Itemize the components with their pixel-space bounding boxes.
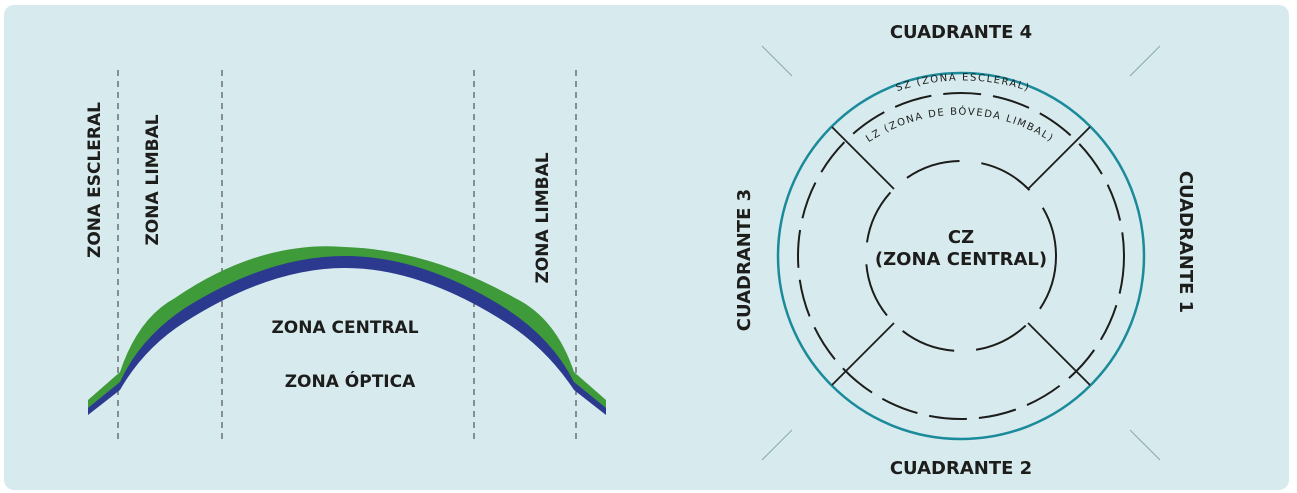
limbal-ring <box>797 92 1125 420</box>
divider-bl <box>831 322 895 386</box>
label-cuadrante-3: CUADRANTE 3 <box>734 189 755 331</box>
lens-green-layer <box>88 246 606 414</box>
label-cuadrante-4: CUADRANTE 4 <box>890 22 1032 43</box>
label-cz-sub: (ZONA CENTRAL) <box>875 249 1047 270</box>
lens-blue-layer <box>88 256 606 415</box>
divider-tr <box>1027 126 1091 190</box>
label-zona-optica: ZONA ÓPTICA <box>285 370 416 392</box>
label-cuadrante-2: CUADRANTE 2 <box>890 458 1032 479</box>
label-cz: CZ <box>948 227 974 248</box>
diagonal-tick-br <box>1129 429 1161 461</box>
quadrant-map: SZ (ZONA ESCLERAL) LZ (ZONA DE BÓVEDA LI… <box>734 22 1196 479</box>
diagonal-tick-tl <box>761 45 793 77</box>
divider-br <box>1027 322 1091 386</box>
label-zona-limbal-left: ZONA LIMBAL <box>143 114 163 245</box>
diagram-panel <box>4 5 1289 490</box>
label-zona-limbal-right: ZONA LIMBAL <box>533 152 553 283</box>
outer-ring <box>776 71 1146 441</box>
label-cuadrante-1: CUADRANTE 1 <box>1175 171 1196 313</box>
label-lz: LZ (ZONA DE BÓVEDA LIMBAL) <box>864 105 1056 145</box>
lens-profile: ZONA ESCLERAL ZONA LIMBAL ZONA LIMBAL ZO… <box>85 70 606 440</box>
label-zona-central: ZONA CENTRAL <box>271 318 418 338</box>
divider-tl <box>831 126 895 190</box>
diagonal-tick-bl <box>761 429 793 461</box>
label-zona-escleral: ZONA ESCLERAL <box>85 102 105 258</box>
central-ring <box>865 160 1057 352</box>
diagonal-tick-tr <box>1129 45 1161 77</box>
label-sz: SZ (ZONA ESCLERAL) <box>895 72 1032 94</box>
